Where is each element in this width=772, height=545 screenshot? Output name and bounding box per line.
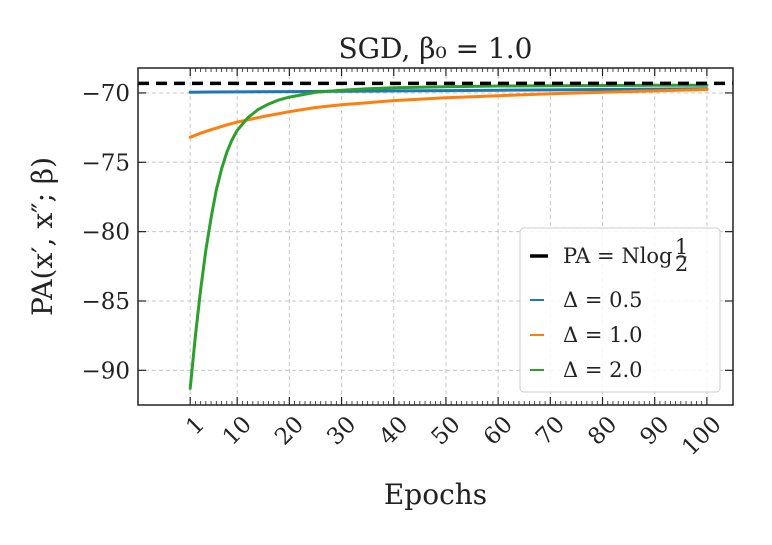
legend: PA = Nlog 12 Δ = 0.5 Δ = 1.0 Δ = 2.0 [519,227,721,393]
chart-title: SGD, β₀ = 1.0 [338,32,532,65]
plot-frame [137,67,734,406]
x-tick-label: 30 [322,411,361,450]
x-axis-title: Epochs [384,478,487,511]
series-lines [138,81,733,390]
x-tick-label: 20 [270,411,309,450]
x-tick-label: 1 [181,411,210,440]
legend-label: Δ = 2.0 [563,358,643,382]
x-tick-label: 50 [427,411,466,450]
x-tick-label: 70 [531,411,570,450]
legend-fraction-numerator: 1 [675,235,688,259]
x-tick-label: 10 [218,411,257,450]
series-line [188,88,709,139]
x-tick-label: 40 [374,411,413,450]
series-line [188,83,709,390]
y-tick-label: −80 [81,220,130,246]
legend-label: Δ = 1.0 [563,323,643,347]
y-tick-label: −90 [81,358,130,384]
y-tick-label: −75 [81,150,130,176]
y-axis-title: PA(x′, x″; β) [26,157,59,316]
legend-box [519,227,721,393]
series-line [188,87,709,94]
legend-fraction-denominator: 2 [675,252,688,276]
y-tick-label: −70 [81,81,130,107]
x-tick-label: 60 [479,411,518,450]
y-tick-label: −85 [81,289,130,315]
legend-label: Δ = 0.5 [563,288,643,312]
x-tick-label: 80 [583,411,622,450]
x-tick-label: 100 [677,411,726,460]
x-tick-label: 90 [635,411,674,450]
legend-label-reference: PA = Nlog [563,244,673,268]
